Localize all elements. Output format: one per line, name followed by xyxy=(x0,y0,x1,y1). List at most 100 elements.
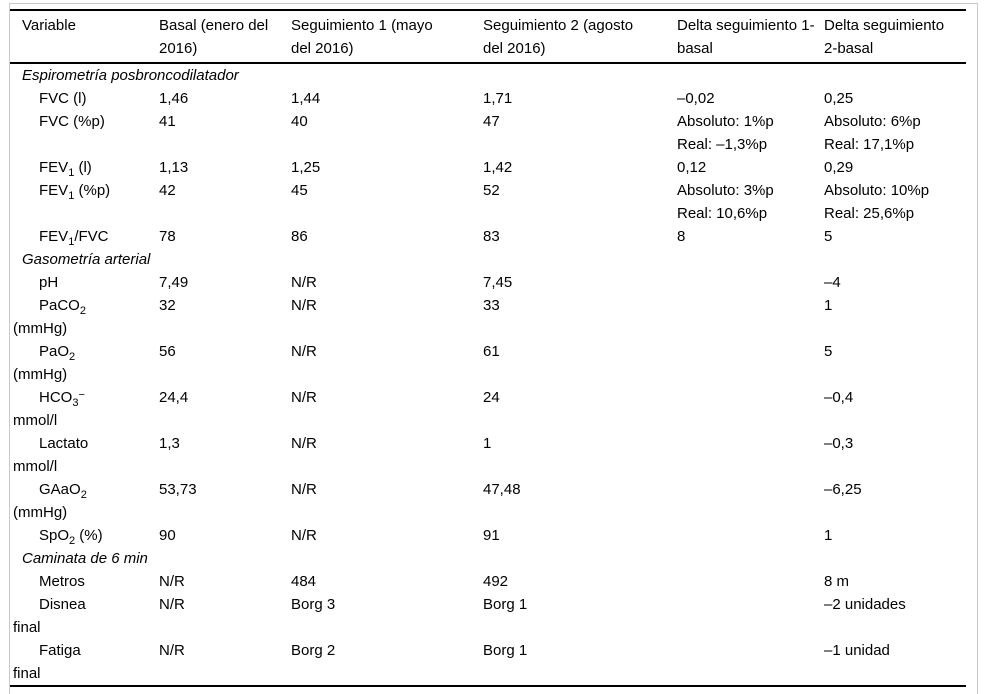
cell-value: 32 xyxy=(159,297,176,314)
cell-value: 40 xyxy=(291,113,308,130)
row-label: HCO3− mmol/l xyxy=(13,388,85,429)
row-label: FEV1/FVC xyxy=(39,228,109,248)
row-label: FEV1 (%p) xyxy=(39,182,111,202)
section-title: Caminata de 6 min xyxy=(22,550,148,567)
cell-value: 1,3 xyxy=(159,435,180,452)
cell-value: Absoluto: 10%p Real: 25,6%p xyxy=(824,182,930,222)
cell-value: 47,48 xyxy=(483,481,521,498)
cell-value xyxy=(677,432,824,478)
cell-value: 1 xyxy=(824,297,833,314)
cell-value xyxy=(677,271,824,294)
row-label: FVC (l) xyxy=(39,90,87,107)
data-row: Metros N/R 484 492 8 m xyxy=(10,570,966,593)
cell-value: 1,44 xyxy=(291,90,321,107)
cell-value: –0,3 xyxy=(824,435,854,452)
cell-value: 83 xyxy=(483,228,500,245)
row-label: FEV1 (l) xyxy=(39,159,92,179)
cell-value xyxy=(677,294,824,340)
cell-value xyxy=(677,478,824,524)
section-row: Espirometría posbroncodilatador xyxy=(10,63,966,87)
col-header-basal: Basal (enero del 2016) xyxy=(159,10,291,64)
row-label: Lactato mmol/l xyxy=(13,435,89,475)
cell-value: –0,4 xyxy=(824,389,854,406)
cell-value: 91 xyxy=(483,527,500,544)
section-title: Espirometría posbroncodilatador xyxy=(22,67,239,84)
cell-value: –6,25 xyxy=(824,481,862,498)
cell-value: N/R xyxy=(291,274,317,291)
cell-value: 7,45 xyxy=(483,274,513,291)
cell-value: 1 xyxy=(483,435,492,452)
cell-value: N/R xyxy=(159,642,185,659)
cell-value: 0,25 xyxy=(824,90,854,107)
data-row: SpO2 (%) 90 N/R 91 1 xyxy=(10,524,966,547)
cell-value: N/R xyxy=(291,527,317,544)
cell-value xyxy=(677,386,824,432)
col-header-delta-1-basal: Delta seguimiento 1-basal xyxy=(677,10,824,64)
cell-value: Borg 1 xyxy=(483,596,528,613)
cell-value: N/R xyxy=(291,481,317,498)
cell-value: –2 unidades xyxy=(824,596,906,613)
col-header-variable: Variable xyxy=(10,10,159,64)
cell-value: 1,13 xyxy=(159,159,189,176)
cell-value: Borg 1 xyxy=(483,642,528,659)
row-label: pH xyxy=(39,274,59,291)
section-title: Gasometría arterial xyxy=(22,251,151,268)
cell-value: Absoluto: 6%p Real: 17,1%p xyxy=(824,113,921,153)
cell-value xyxy=(677,593,824,639)
cell-value: 5 xyxy=(824,343,833,360)
clinical-data-table: Variable Basal (enero del 2016) Seguimie… xyxy=(10,9,966,687)
section-row: Gasometría arterial xyxy=(10,248,966,271)
data-row: FEV1 (%p) 42 45 52 Absoluto: 3%p Real: 10,6%p… xyxy=(10,179,966,225)
cell-value: 492 xyxy=(483,573,509,590)
cell-value: 1,25 xyxy=(291,159,321,176)
cell-value: 53,73 xyxy=(159,481,197,498)
row-label: GAaO2 (mmHg) xyxy=(13,481,87,521)
cell-value: 1,71 xyxy=(483,90,513,107)
cell-value: N/R xyxy=(291,297,317,314)
data-row: Fatiga final N/R Borg 2 Borg 1 –1 unidad xyxy=(10,639,966,686)
data-row: FEV1/FVC 78 86 83 8 5 xyxy=(10,225,966,248)
cell-value xyxy=(677,570,824,593)
cell-value: N/R xyxy=(159,596,185,613)
data-row: FVC (%p) 41 40 47 Absoluto: 1%p Real: –1,3%p A… xyxy=(10,110,966,156)
cell-value: 42 xyxy=(159,182,176,199)
cell-value: Borg 3 xyxy=(291,596,336,613)
row-label: Disnea final xyxy=(13,596,86,636)
section-row: Caminata de 6 min xyxy=(10,547,966,570)
data-row: pH 7,49 N/R 7,45 –4 xyxy=(10,271,966,294)
cell-value: 41 xyxy=(159,113,176,130)
cell-value: N/R xyxy=(291,343,317,360)
cell-value: 33 xyxy=(483,297,500,314)
cell-value: 7,49 xyxy=(159,274,189,291)
cell-value: 5 xyxy=(824,228,833,245)
cell-value: 24 xyxy=(483,389,500,406)
cell-value: –1 unidad xyxy=(824,642,890,659)
row-label: FVC (%p) xyxy=(39,113,105,130)
col-header-seguimiento-1: Seguimiento 1 (mayo del 2016) xyxy=(291,10,483,64)
row-label: Fatiga final xyxy=(13,642,81,682)
cell-value: Borg 2 xyxy=(291,642,336,659)
cell-value: –0,02 xyxy=(677,90,715,107)
data-row: Lactato mmol/l 1,3 N/R 1 –0,3 xyxy=(10,432,966,478)
data-row: Disnea final N/R Borg 3 Borg 1 –2 unidades xyxy=(10,593,966,639)
cell-value xyxy=(677,524,824,547)
data-row: HCO3− mmol/l 24,4 N/R 24 –0,4 xyxy=(10,386,966,432)
cell-value: 1 xyxy=(824,527,833,544)
cell-value: 86 xyxy=(291,228,308,245)
data-row: PaO2 (mmHg) 56 N/R 61 5 xyxy=(10,340,966,386)
cell-value: 52 xyxy=(483,182,500,199)
row-label: SpO2 (%) xyxy=(39,527,103,547)
data-row: PaCO2 (mmHg) 32 N/R 33 1 xyxy=(10,294,966,340)
row-label: Metros xyxy=(39,573,85,590)
cell-value: 484 xyxy=(291,573,317,590)
cell-value: 0,29 xyxy=(824,159,854,176)
cell-value: 45 xyxy=(291,182,308,199)
header-row: Variable Basal (enero del 2016) Seguimie… xyxy=(10,10,966,64)
cell-value: N/R xyxy=(291,389,317,406)
cell-value: 8 xyxy=(677,228,686,245)
cell-value: 78 xyxy=(159,228,176,245)
cell-value: 0,12 xyxy=(677,159,707,176)
cell-value: 8 m xyxy=(824,573,850,590)
cell-value xyxy=(677,639,824,686)
